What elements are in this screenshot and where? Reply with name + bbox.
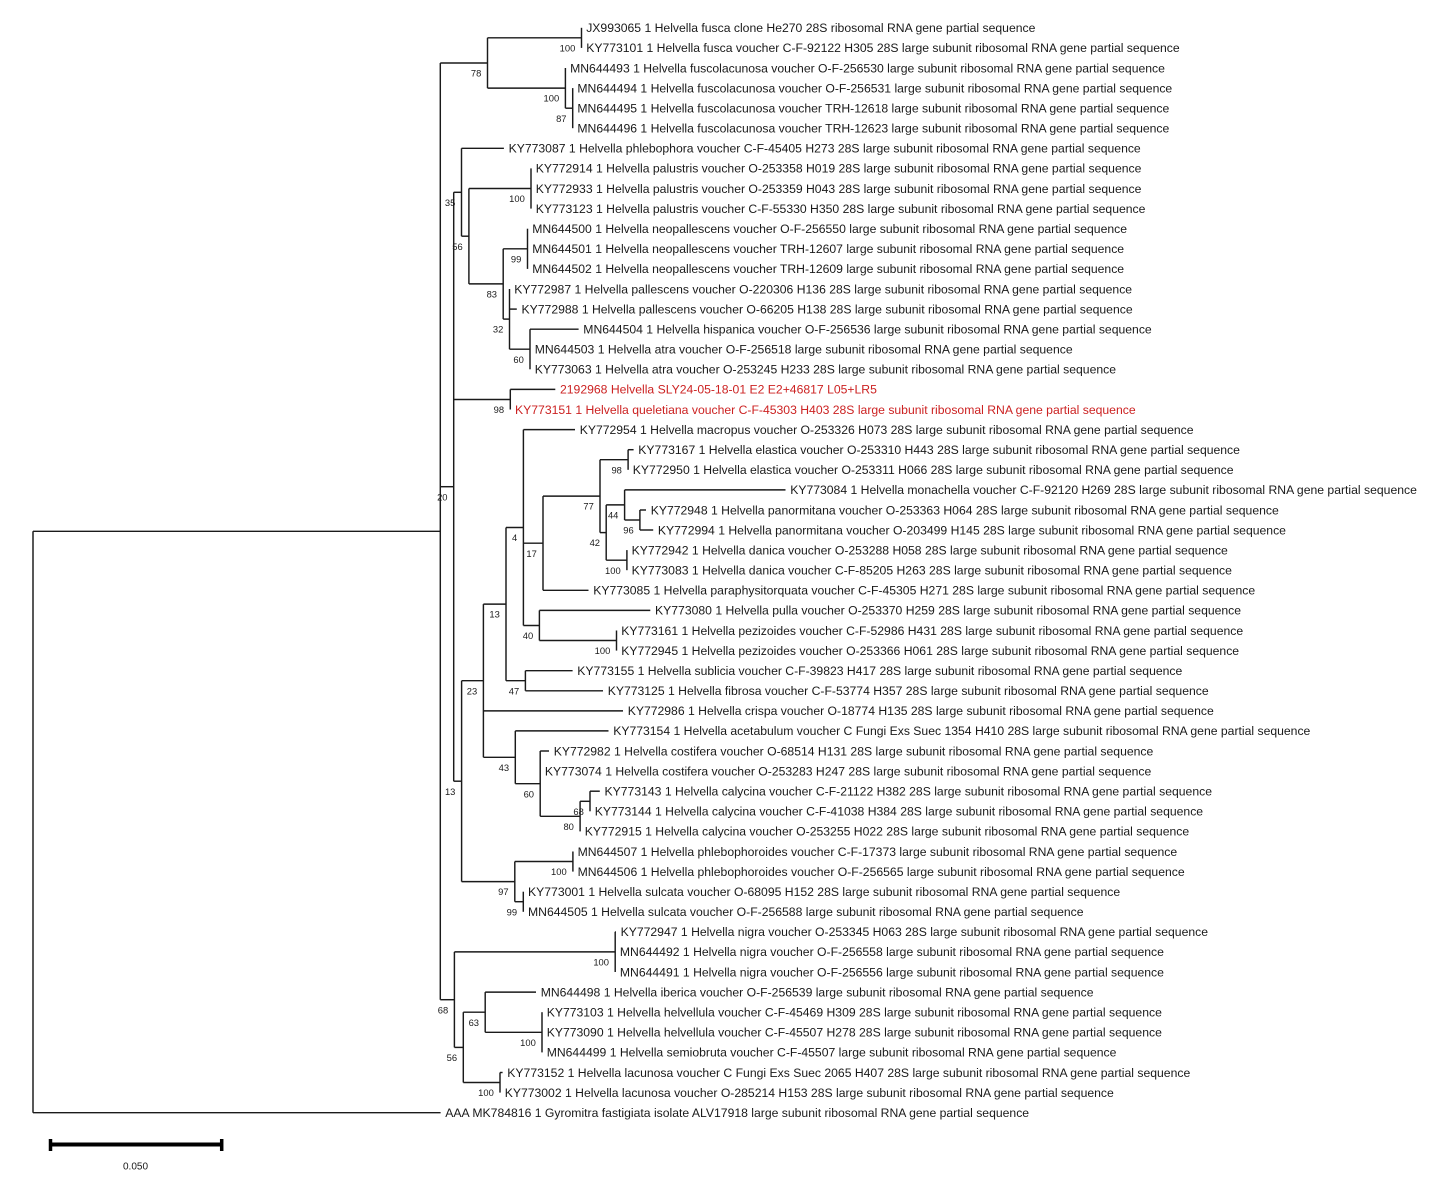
svg-text:KY773125 1 Helvella fibrosa vo: KY773125 1 Helvella fibrosa voucher C-F-…: [608, 684, 1209, 698]
svg-text:MN644504 1 Helvella hispanica: MN644504 1 Helvella hispanica voucher O-…: [583, 323, 1152, 337]
svg-text:AAA MK784816 1 Gyromitra fasti: AAA MK784816 1 Gyromitra fastigiata isol…: [445, 1106, 1029, 1120]
svg-text:78: 78: [471, 68, 481, 79]
svg-text:MN644491 1 Helvella nigra vouc: MN644491 1 Helvella nigra voucher O-F-25…: [620, 965, 1164, 979]
svg-text:KY773090 1 Helvella helvellula: KY773090 1 Helvella helvellula voucher C…: [547, 1026, 1162, 1040]
svg-text:98: 98: [494, 404, 504, 415]
svg-text:MN644503 1 Helvella atra vouch: MN644503 1 Helvella atra voucher O-F-256…: [535, 343, 1073, 357]
svg-text:MN644494 1 Helvella fuscolacun: MN644494 1 Helvella fuscolacunosa vouche…: [577, 81, 1172, 95]
svg-text:KY773103 1 Helvella helvellula: KY773103 1 Helvella helvellula voucher C…: [547, 1006, 1162, 1020]
svg-text:80: 80: [563, 821, 573, 832]
svg-text:100: 100: [544, 93, 560, 104]
svg-text:KY772914 1 Helvella palustris: KY772914 1 Helvella palustris voucher O-…: [536, 162, 1142, 176]
svg-text:MN644492 1 Helvella nigra vouc: MN644492 1 Helvella nigra voucher O-F-25…: [620, 945, 1164, 959]
svg-text:MN644493 1 Helvella fuscolacun: MN644493 1 Helvella fuscolacunosa vouche…: [570, 61, 1165, 75]
svg-text:17: 17: [526, 548, 536, 559]
svg-text:47: 47: [509, 685, 519, 696]
svg-text:35: 35: [445, 197, 455, 208]
svg-text:13: 13: [445, 786, 455, 797]
svg-text:4: 4: [512, 532, 517, 543]
svg-text:100: 100: [478, 1087, 494, 1098]
svg-text:KY773063 1 Helvella atra vouch: KY773063 1 Helvella atra voucher O-25324…: [535, 363, 1117, 377]
svg-text:98: 98: [611, 464, 621, 475]
svg-text:KY773151 1 Helvella queletiana: KY773151 1 Helvella queletiana voucher C…: [515, 403, 1136, 417]
svg-text:MN644500 1 Helvella neopallesc: MN644500 1 Helvella neopallescens vouche…: [532, 222, 1127, 236]
svg-text:100: 100: [520, 1037, 536, 1048]
svg-text:97: 97: [498, 886, 508, 897]
svg-text:KY773001 1 Helvella sulcata vo: KY773001 1 Helvella sulcata voucher O-68…: [528, 885, 1120, 899]
svg-text:56: 56: [447, 1052, 457, 1063]
svg-text:KY772947 1 Helvella nigra vouc: KY772947 1 Helvella nigra voucher O-2533…: [621, 925, 1209, 939]
svg-text:KY773155 1 Helvella sublicia v: KY773155 1 Helvella sublicia voucher C-F…: [577, 664, 1182, 678]
svg-text:KY772948 1 Helvella panormitan: KY772948 1 Helvella panormitana voucher …: [651, 503, 1279, 517]
svg-text:83: 83: [487, 289, 497, 300]
svg-text:KY773167 1 Helvella elastica v: KY773167 1 Helvella elastica voucher O-2…: [638, 443, 1240, 457]
svg-text:KY772994 1 Helvella panormitan: KY772994 1 Helvella panormitana voucher …: [658, 523, 1286, 537]
svg-text:100: 100: [509, 193, 525, 204]
svg-text:MN644501 1 Helvella neopallesc: MN644501 1 Helvella neopallescens vouche…: [532, 242, 1124, 256]
svg-text:KY772933 1 Helvella palustris: KY772933 1 Helvella palustris voucher O-…: [536, 182, 1142, 196]
svg-text:MN644495 1 Helvella fuscolacun: MN644495 1 Helvella fuscolacunosa vouche…: [577, 102, 1169, 116]
svg-text:13: 13: [489, 609, 499, 620]
svg-text:MN644505 1 Helvella sulcata vo: MN644505 1 Helvella sulcata voucher O-F-…: [528, 905, 1084, 919]
svg-text:KY773154 1 Helvella acetabulum: KY773154 1 Helvella acetabulum voucher C…: [613, 724, 1310, 738]
svg-text:23: 23: [467, 685, 477, 696]
svg-text:KY772915 1 Helvella calycina v: KY772915 1 Helvella calycina voucher O-2…: [585, 825, 1190, 839]
svg-text:96: 96: [623, 525, 633, 536]
svg-text:56: 56: [452, 241, 462, 252]
svg-text:KY773152 1 Helvella lacunosa v: KY773152 1 Helvella lacunosa voucher C F…: [507, 1066, 1190, 1080]
svg-text:KY773144 1 Helvella calycina v: KY773144 1 Helvella calycina voucher C-F…: [595, 805, 1204, 819]
svg-text:KY772982 1 Helvella costifera: KY772982 1 Helvella costifera voucher O-…: [554, 744, 1154, 758]
svg-text:MN644507 1 Helvella phlebophor: MN644507 1 Helvella phlebophoroides vouc…: [578, 845, 1178, 859]
svg-text:KY772954 1 Helvella macropus v: KY772954 1 Helvella macropus voucher O-2…: [580, 423, 1194, 437]
svg-text:MN644502 1 Helvella neopallesc: MN644502 1 Helvella neopallescens vouche…: [532, 262, 1124, 276]
svg-text:KY773002 1 Helvella lacunosa v: KY773002 1 Helvella lacunosa voucher O-2…: [505, 1086, 1114, 1100]
svg-text:32: 32: [493, 324, 503, 335]
svg-text:63: 63: [469, 1017, 479, 1028]
svg-text:60: 60: [524, 788, 534, 799]
svg-text:87: 87: [556, 113, 566, 124]
svg-text:KY773087 1 Helvella phlebophor: KY773087 1 Helvella phlebophora voucher …: [509, 142, 1141, 156]
svg-text:MN644498 1 Helvella iberica vo: MN644498 1 Helvella iberica voucher O-F-…: [541, 985, 1094, 999]
svg-text:0.050: 0.050: [123, 1162, 148, 1173]
svg-text:KY773143 1 Helvella calycina v: KY773143 1 Helvella calycina voucher C-F…: [605, 785, 1213, 799]
svg-text:100: 100: [595, 645, 611, 656]
svg-text:100: 100: [551, 866, 567, 877]
svg-text:KY772945 1 Helvella pezizoides: KY772945 1 Helvella pezizoides voucher O…: [621, 644, 1239, 658]
svg-text:KY772950 1 Helvella elastica v: KY772950 1 Helvella elastica voucher O-2…: [633, 463, 1234, 477]
svg-text:43: 43: [499, 762, 509, 773]
svg-text:44: 44: [608, 510, 618, 521]
svg-text:99: 99: [511, 253, 521, 264]
svg-text:77: 77: [583, 501, 593, 512]
svg-text:KY773080 1 Helvella pulla vouc: KY773080 1 Helvella pulla voucher O-2533…: [655, 604, 1241, 618]
svg-text:68: 68: [438, 1004, 448, 1015]
svg-text:100: 100: [605, 565, 621, 576]
svg-text:KY773083 1 Helvella danica vou: KY773083 1 Helvella danica voucher C-F-8…: [632, 564, 1232, 578]
svg-text:68: 68: [573, 806, 583, 817]
svg-text:KY773084 1 Helvella monachella: KY773084 1 Helvella monachella voucher C…: [790, 483, 1417, 497]
svg-text:MN644499 1 Helvella semiobruta: MN644499 1 Helvella semiobruta voucher C…: [547, 1046, 1117, 1060]
svg-text:20: 20: [437, 491, 447, 502]
svg-text:100: 100: [593, 957, 609, 968]
svg-text:60: 60: [513, 354, 523, 365]
svg-text:KY773161 1 Helvella pezizoides: KY773161 1 Helvella pezizoides voucher C…: [621, 624, 1243, 638]
svg-text:40: 40: [523, 630, 533, 641]
svg-text:2192968 Helvella SLY24-05-18-0: 2192968 Helvella SLY24-05-18-01 E2 E2+46…: [560, 383, 877, 397]
svg-text:KY772986 1 Helvella crispa vou: KY772986 1 Helvella crispa voucher O-187…: [628, 704, 1214, 718]
svg-text:KY773074 1 Helvella costifera: KY773074 1 Helvella costifera voucher O-…: [545, 764, 1152, 778]
svg-text:KY773101 1 Helvella fusca vouc: KY773101 1 Helvella fusca voucher C-F-92…: [586, 41, 1180, 55]
svg-text:100: 100: [560, 42, 576, 53]
svg-text:JX993065 1 Helvella fusca clon: JX993065 1 Helvella fusca clone He270 28…: [586, 21, 1035, 35]
svg-text:KY772987 1 Helvella pallescens: KY772987 1 Helvella pallescens voucher O…: [514, 282, 1132, 296]
svg-text:42: 42: [590, 537, 600, 548]
svg-text:MN644506 1 Helvella phlebophor: MN644506 1 Helvella phlebophoroides vouc…: [578, 865, 1185, 879]
svg-text:MN644496 1 Helvella fuscolacun: MN644496 1 Helvella fuscolacunosa vouche…: [577, 122, 1169, 136]
svg-text:KY773123 1 Helvella palustris: KY773123 1 Helvella palustris voucher C-…: [536, 202, 1146, 216]
svg-text:KY773085 1 Helvella paraphysit: KY773085 1 Helvella paraphysitorquata vo…: [593, 584, 1255, 598]
svg-text:KY772942 1 Helvella danica vou: KY772942 1 Helvella danica voucher O-253…: [632, 543, 1228, 557]
svg-text:KY772988 1 Helvella pallescens: KY772988 1 Helvella pallescens voucher O…: [522, 302, 1133, 316]
svg-text:99: 99: [507, 906, 517, 917]
